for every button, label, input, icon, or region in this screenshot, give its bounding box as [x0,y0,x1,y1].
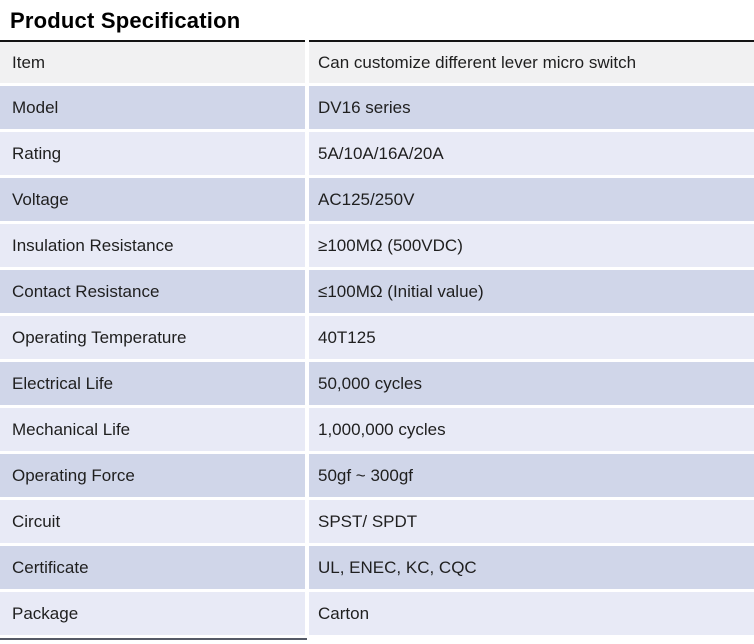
page-title: Product Specification [10,8,241,33]
row-value: 50,000 cycles [309,362,754,405]
table-row: Mechanical Life 1,000,000 cycles [0,408,754,451]
row-value: 50gf ~ 300gf [309,454,754,497]
spec-table: Item Can customize different lever micro … [0,40,754,635]
table-row: Voltage AC125/250V [0,178,754,221]
row-label: Package [0,592,305,635]
row-value: 40T125 [309,316,754,359]
table-row: Package Carton [0,592,754,635]
row-value: Can customize different lever micro swit… [309,40,754,83]
row-label: Electrical Life [0,362,305,405]
row-value: 5A/10A/16A/20A [309,132,754,175]
row-value: AC125/250V [309,178,754,221]
table-row: Rating 5A/10A/16A/20A [0,132,754,175]
table-row: Circuit SPST/ SPDT [0,500,754,543]
row-value: SPST/ SPDT [309,500,754,543]
table-row: Operating Force 50gf ~ 300gf [0,454,754,497]
row-value: Carton [309,592,754,635]
row-value: ≤100MΩ (Initial value) [309,270,754,313]
row-label: Mechanical Life [0,408,305,451]
table-bottom-border [0,638,307,640]
row-label: Certificate [0,546,305,589]
row-label: Insulation Resistance [0,224,305,267]
row-label: Model [0,86,305,129]
row-label: Operating Temperature [0,316,305,359]
row-label: Contact Resistance [0,270,305,313]
row-label: Voltage [0,178,305,221]
row-label: Circuit [0,500,305,543]
table-row: Certificate UL, ENEC, KC, CQC [0,546,754,589]
row-value: ≥100MΩ (500VDC) [309,224,754,267]
table-row: Model DV16 series [0,86,754,129]
table-row: Contact Resistance ≤100MΩ (Initial value) [0,270,754,313]
table-row: Operating Temperature 40T125 [0,316,754,359]
table-row: Item Can customize different lever micro … [0,40,754,83]
row-label: Item [0,40,305,83]
table-row: Insulation Resistance ≥100MΩ (500VDC) [0,224,754,267]
row-label: Operating Force [0,454,305,497]
row-label: Rating [0,132,305,175]
row-value: 1,000,000 cycles [309,408,754,451]
row-value: DV16 series [309,86,754,129]
row-value: UL, ENEC, KC, CQC [309,546,754,589]
table-row: Electrical Life 50,000 cycles [0,362,754,405]
